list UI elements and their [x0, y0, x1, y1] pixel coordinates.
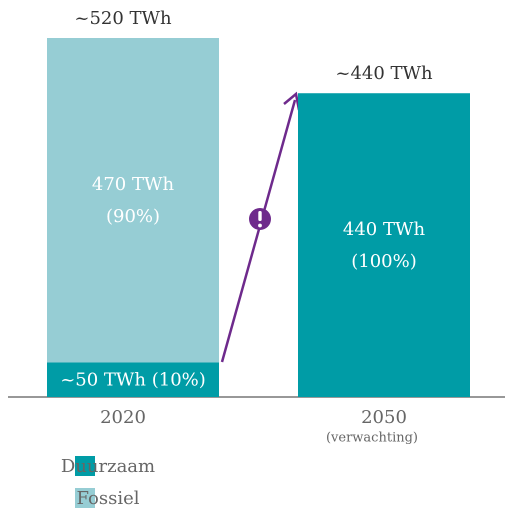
bar-segment [47, 38, 219, 363]
x-tick-note: (verwachting) [326, 431, 418, 446]
value-label: (90%) [106, 206, 160, 227]
trend-arrow [220, 91, 301, 363]
value-label: ~50 TWh (10%) [60, 370, 206, 391]
x-tick-label: 2050 [361, 407, 407, 428]
bar-segment [298, 93, 470, 397]
legend-label: Fossiel [77, 488, 140, 509]
legend-swatch [75, 456, 95, 476]
value-label: 470 TWh [92, 174, 175, 195]
total-label: ~520 TWh [74, 8, 172, 29]
x-tick-label: 2020 [100, 407, 146, 428]
total-label: ~440 TWh [335, 63, 433, 84]
value-label: 440 TWh [343, 219, 426, 240]
legend-swatch [75, 488, 95, 508]
legend-label: Duurzaam [61, 456, 155, 477]
bar-segment [47, 362, 219, 397]
value-label: (100%) [351, 251, 417, 272]
